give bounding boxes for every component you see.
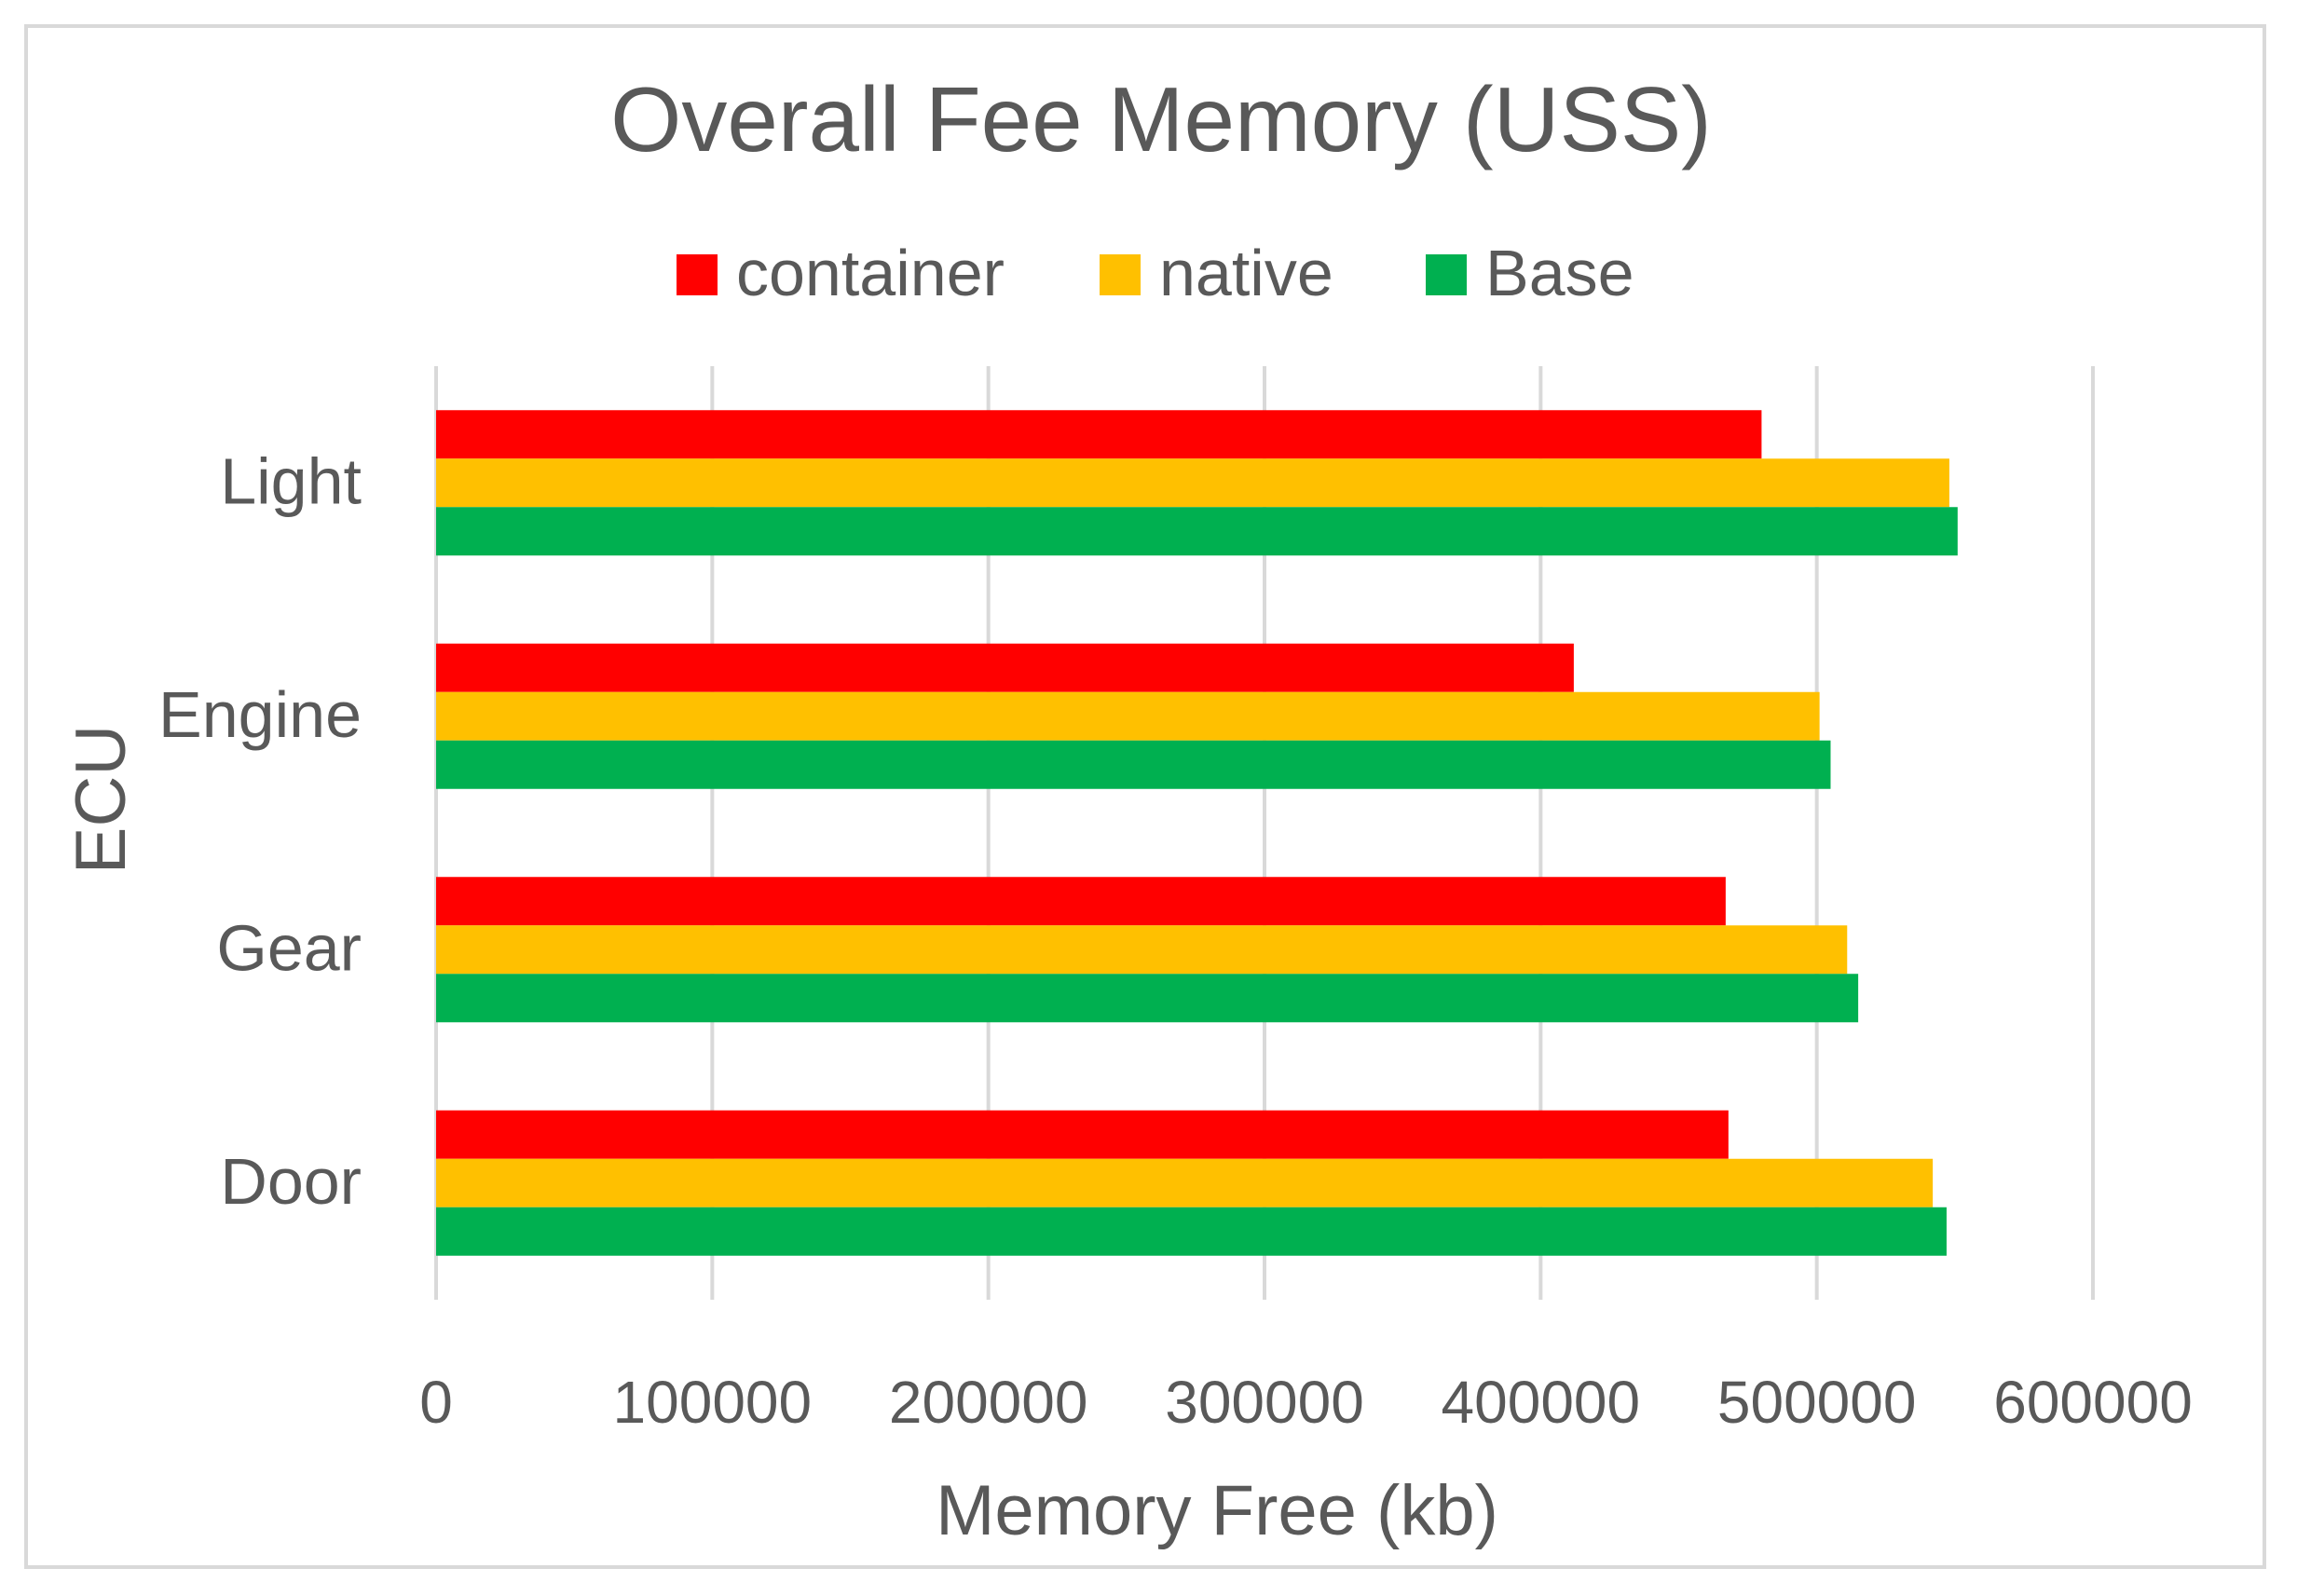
- bar-container-engine: [436, 643, 1574, 692]
- legend-swatch-native: [1100, 254, 1141, 295]
- x-tick-label: 400000: [1442, 1369, 1641, 1436]
- bar-native-gear: [436, 925, 1848, 975]
- x-tick-label: 0: [419, 1369, 453, 1436]
- legend-label-native: native: [1159, 237, 1333, 309]
- x-tick-label: 500000: [1717, 1369, 1917, 1436]
- x-tick-label: 600000: [1993, 1369, 2193, 1436]
- bar-base-gear: [436, 974, 1859, 1023]
- legend-swatch-container: [677, 254, 718, 295]
- bar-container-gear: [436, 877, 1726, 926]
- bar-container-door: [436, 1110, 1729, 1159]
- y-tick-labels: Light Engine Gear Door: [158, 444, 362, 1218]
- y-tick-label-engine: Engine: [158, 678, 362, 751]
- x-tick-labels: 0 100000 200000 300000 400000 500000 600000: [419, 1369, 2193, 1436]
- chart-frame: [24, 24, 2266, 1569]
- bars: [436, 410, 1958, 1256]
- x-tick-label: 100000: [613, 1369, 813, 1436]
- x-axis-label: Memory Free (kb): [936, 1471, 1498, 1550]
- bar-native-engine: [436, 691, 1820, 741]
- bar-native-door: [436, 1158, 1934, 1207]
- y-tick-label-light: Light: [220, 444, 362, 517]
- legend-label-base: Base: [1485, 237, 1634, 309]
- x-tick-label: 300000: [1165, 1369, 1364, 1436]
- y-tick-label-gear: Gear: [216, 911, 362, 984]
- y-tick-label-door: Door: [220, 1145, 362, 1218]
- x-tick-label: 200000: [889, 1369, 1088, 1436]
- y-axis-label: ECU: [62, 725, 141, 874]
- bar-base-engine: [436, 740, 1831, 789]
- chart-title: Overall Fee Memory (USS): [610, 68, 1712, 171]
- legend-swatch-base: [1426, 254, 1467, 295]
- bar-container-light: [436, 410, 1762, 459]
- bar-base-light: [436, 507, 1958, 556]
- legend-label-container: container: [736, 237, 1005, 309]
- bar-native-light: [436, 458, 1949, 508]
- legend: container native Base: [677, 237, 1634, 309]
- bar-base-door: [436, 1207, 1947, 1256]
